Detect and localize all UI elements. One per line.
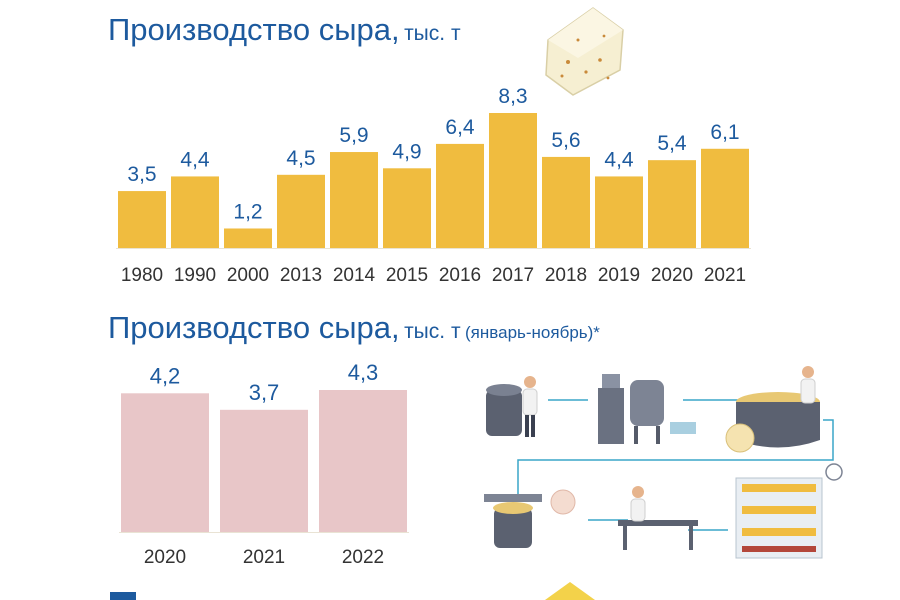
bar-1980 (118, 191, 166, 248)
value-label-2016: 6,4 (445, 116, 475, 139)
bar-2016 (436, 143, 484, 248)
category-label-2014: 2014 (333, 265, 376, 286)
category-label-1980: 1980 (121, 265, 163, 286)
category-label-2020: 2020 (651, 265, 693, 286)
value-label-2000: 1,2 (233, 200, 262, 223)
category-label-2013: 2013 (280, 265, 322, 286)
value-label-2014: 5,9 (339, 124, 368, 147)
bar-2013 (277, 174, 325, 248)
title-unit: тыс. т (404, 320, 461, 343)
bar-2019 (595, 176, 643, 248)
chart-title-annual: Производство сыра, тыс. т (108, 12, 461, 48)
value-label-2022: 4,3 (348, 360, 379, 385)
value-label-1980: 3,5 (127, 163, 156, 186)
value-label-2015: 4,9 (392, 140, 421, 163)
bar-2021 (220, 409, 308, 532)
title-main: Производство сыра, (108, 310, 400, 345)
bar-2017 (489, 113, 537, 248)
category-label-2018: 2018 (545, 265, 587, 286)
bar-2000 (224, 228, 272, 248)
value-label-1990: 4,4 (180, 148, 210, 171)
category-label-2022: 2022 (342, 547, 384, 568)
value-label-2021: 3,7 (249, 380, 280, 405)
category-label-1990: 1990 (174, 265, 216, 286)
bar-2021 (701, 148, 749, 248)
category-label-2000: 2000 (227, 265, 269, 286)
value-label-2020: 4,2 (150, 363, 181, 388)
value-label-2021: 6,1 (710, 121, 739, 144)
cheese-wedge-icon (545, 7, 624, 96)
title-main: Производство сыра, (108, 12, 400, 47)
bar-2020 (121, 393, 209, 532)
value-label-2020: 5,4 (657, 132, 687, 155)
cheese-slice-icon (545, 582, 595, 600)
title-note: (январь-ноябрь)* (465, 323, 600, 342)
cheese-factory-illustration (484, 366, 843, 559)
value-label-2018: 5,6 (551, 129, 580, 152)
category-label-2016: 2016 (439, 265, 481, 286)
chart-title-period: Производство сыра, тыс. т (январь-ноябрь… (108, 310, 600, 346)
value-label-2019: 4,4 (604, 148, 634, 171)
bar-2015 (383, 168, 431, 248)
category-label-2017: 2017 (492, 265, 534, 286)
bar-2022 (319, 390, 407, 532)
value-label-2017: 8,3 (498, 85, 527, 108)
category-label-2020: 2020 (144, 547, 186, 568)
next-section-title-fragment (110, 592, 136, 600)
bar-2018 (542, 156, 590, 248)
bar-2020 (648, 160, 696, 248)
bar-1990 (171, 176, 219, 248)
category-label-2015: 2015 (386, 265, 428, 286)
value-label-2013: 4,5 (286, 147, 315, 170)
category-label-2021: 2021 (704, 265, 746, 286)
bar-2014 (330, 152, 378, 248)
category-label-2019: 2019 (598, 265, 640, 286)
title-unit: тыс. т (404, 22, 461, 45)
category-label-2021: 2021 (243, 547, 285, 568)
